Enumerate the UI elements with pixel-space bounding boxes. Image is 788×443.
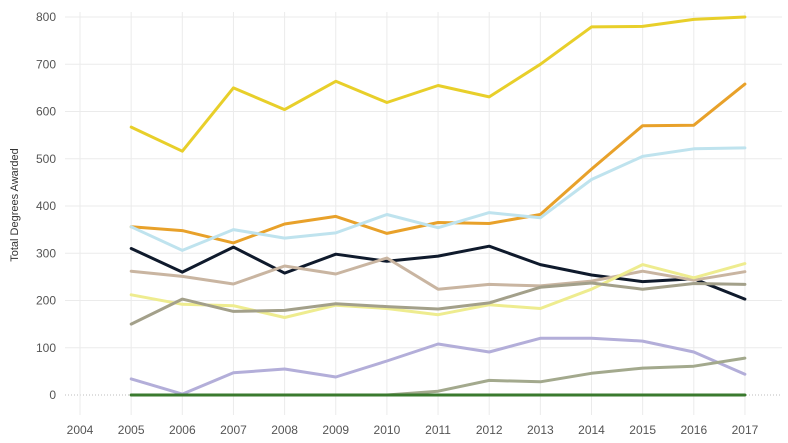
series-line-8: [129, 336, 747, 396]
x-tick-label: 2007: [220, 423, 247, 437]
y-tick-label: 600: [36, 105, 56, 119]
y-tick-label: 700: [36, 57, 56, 71]
series-line-5: [129, 256, 747, 291]
x-tick-label: 2011: [425, 423, 451, 437]
x-tick-label: 2005: [118, 423, 145, 437]
y-tick-label: 800: [36, 10, 56, 24]
series-line-4: [129, 244, 747, 301]
x-tick-label: 2012: [476, 423, 503, 437]
x-tick-label: 2013: [527, 423, 554, 437]
series-line-3: [129, 146, 747, 252]
y-tick-label: 400: [36, 199, 56, 213]
x-tick-label: 2015: [629, 423, 656, 437]
y-tick-label: 200: [36, 294, 56, 308]
y-axis-title: Total Degrees Awarded: [9, 148, 21, 262]
x-tick-label: 2006: [169, 423, 196, 437]
x-tick-label: 2016: [680, 423, 707, 437]
y-tick-label: 100: [36, 341, 56, 355]
y-tick-label: 0: [49, 388, 56, 402]
series-lines: [129, 15, 747, 397]
x-tick-label: 2010: [374, 423, 401, 437]
x-tick-label: 2004: [67, 423, 94, 437]
x-tick-label: 2017: [732, 423, 759, 437]
y-tick-label: 500: [36, 152, 56, 166]
x-tick-label: 2009: [322, 423, 349, 437]
y-axis-ticks: 0 100 200 300 400 500 600 700 800: [36, 10, 56, 402]
series-line-7: [129, 281, 747, 326]
series-line-2: [129, 82, 747, 245]
x-tick-label: 2014: [578, 423, 605, 437]
series-line-6: [129, 262, 747, 319]
x-tick-label: 2008: [271, 423, 298, 437]
y-tick-label: 300: [36, 246, 56, 260]
x-axis-ticks: 2004 2005 2006 2007 2008 2009 2010 2011 2012 2013…: [67, 423, 759, 437]
gridlines: [65, 12, 782, 415]
series-line-1: [129, 15, 747, 153]
